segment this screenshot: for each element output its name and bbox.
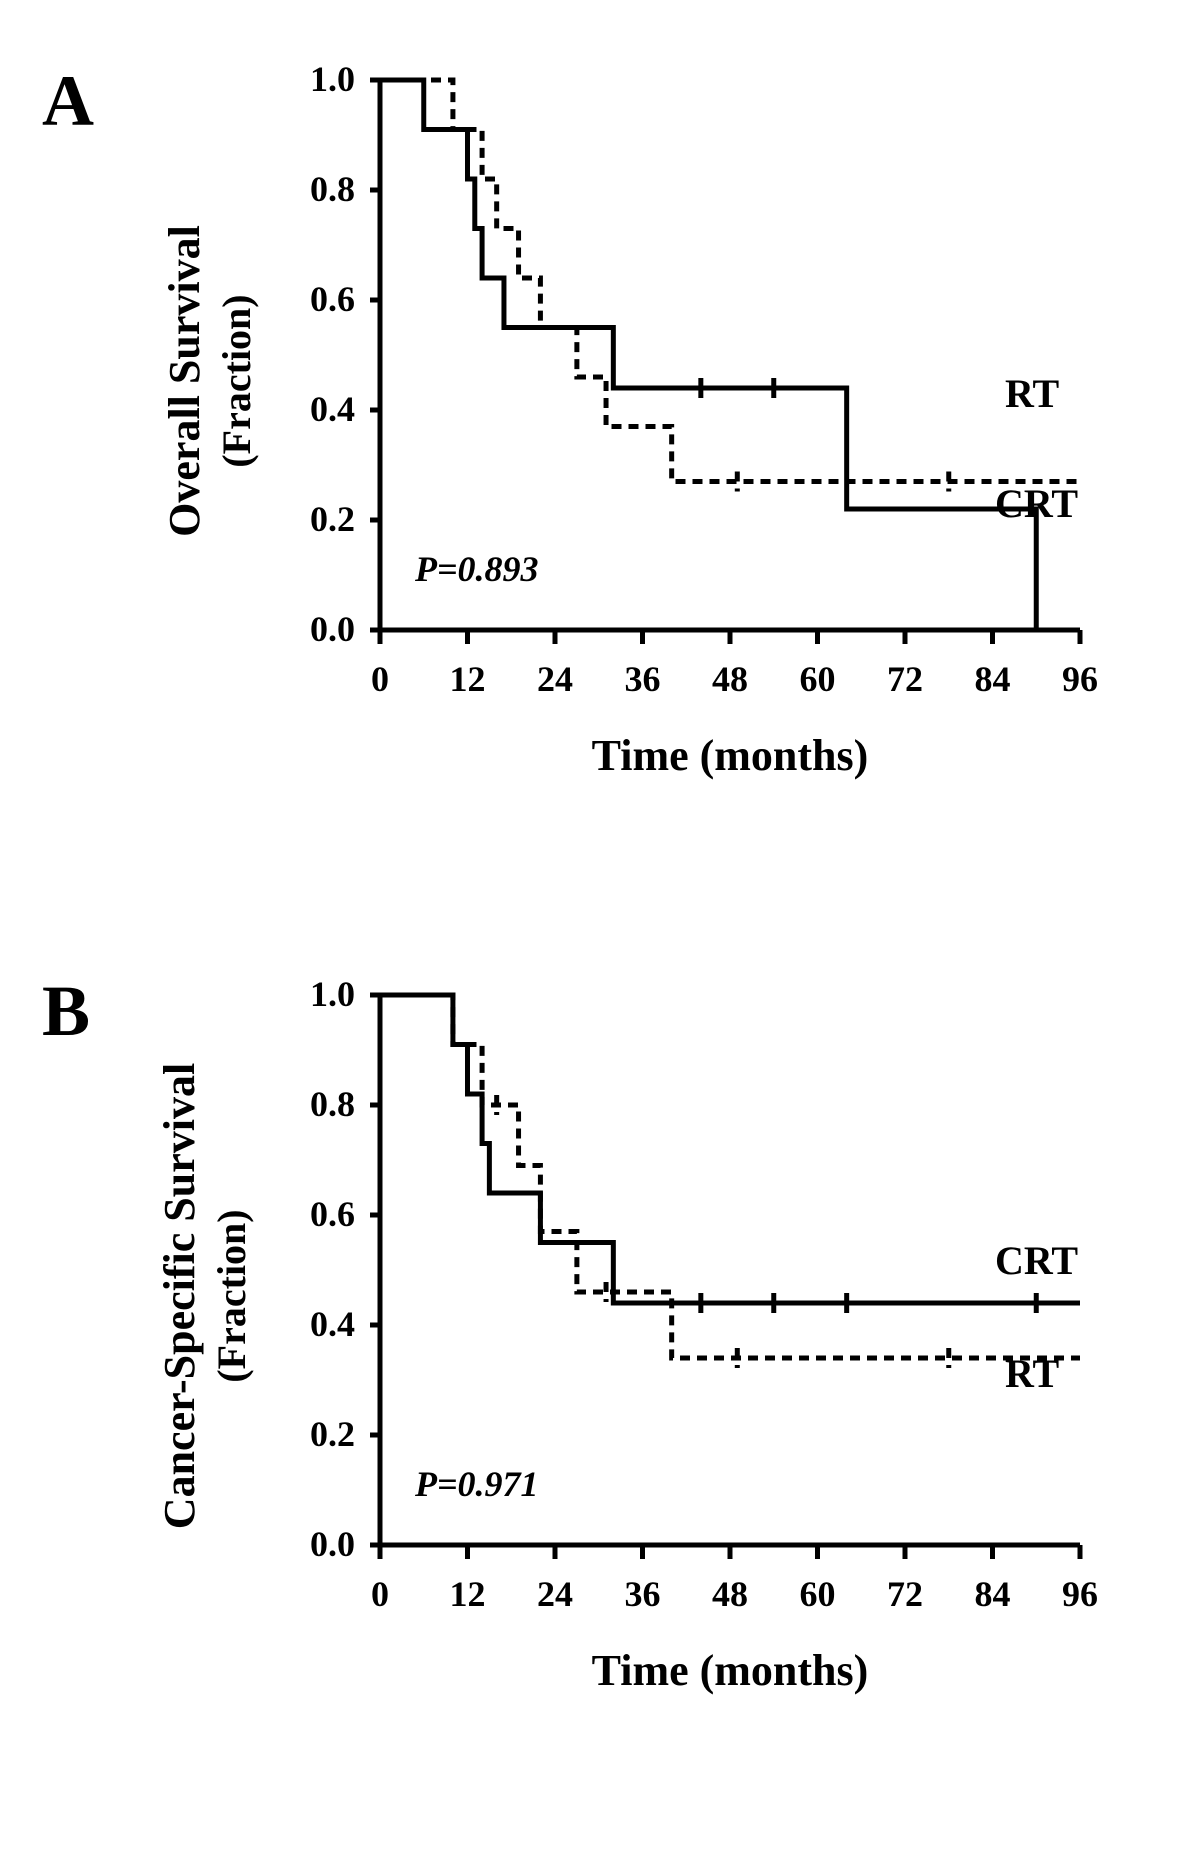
a-xtick-84: 84 <box>963 658 1023 700</box>
b-xtick-72: 72 <box>875 1573 935 1615</box>
a-xtick-60: 60 <box>788 658 848 700</box>
b-crt-line <box>380 995 1080 1303</box>
panel-a-crt-label: CRT <box>995 480 1078 527</box>
b-ytick-1: 1.0 <box>295 973 355 1015</box>
b-ytick-0: 0.0 <box>295 1523 355 1565</box>
a-xtick-48: 48 <box>700 658 760 700</box>
b-xtick-36: 36 <box>613 1573 673 1615</box>
b-xtick-48: 48 <box>700 1573 760 1615</box>
a-xtick-72: 72 <box>875 658 935 700</box>
b-ytick-0.6: 0.6 <box>295 1193 355 1235</box>
a-rt-line <box>380 80 1080 482</box>
b-xtick-0: 0 <box>350 1573 410 1615</box>
panel-a-y-title: Overall Survival (Fraction) <box>159 141 261 621</box>
a-ytick-0.2: 0.2 <box>295 498 355 540</box>
panel-a-rt-label: RT <box>1005 370 1059 417</box>
b-ytick-0.4: 0.4 <box>295 1303 355 1345</box>
a-ytick-0.4: 0.4 <box>295 388 355 430</box>
a-ytick-0.8: 0.8 <box>295 168 355 210</box>
panel-b-y-title-line1: Cancer-Specific Survival <box>155 1063 204 1529</box>
panel-a-y-title-line1: Overall Survival <box>160 225 209 537</box>
b-xtick-96: 96 <box>1050 1573 1110 1615</box>
panel-b-pvalue: P=0.971 <box>415 1463 539 1505</box>
panel-a-label: A <box>42 60 94 143</box>
panel-a-x-title: Time (months) <box>370 730 1090 781</box>
panel-b-x-title: Time (months) <box>370 1645 1090 1696</box>
panel-b-y-title: Cancer-Specific Survival (Fraction) <box>154 1016 256 1576</box>
panel-b-rt-label: RT <box>1005 1350 1059 1397</box>
a-xtick-24: 24 <box>525 658 585 700</box>
panel-a-y-title-line2: (Fraction) <box>214 294 259 467</box>
a-xtick-96: 96 <box>1050 658 1110 700</box>
b-xtick-12: 12 <box>438 1573 498 1615</box>
a-ytick-1: 1.0 <box>295 58 355 100</box>
figure-page: A B Overall Survival (Fraction) Time (mo… <box>0 0 1200 1851</box>
b-xtick-60: 60 <box>788 1573 848 1615</box>
a-xtick-0: 0 <box>350 658 410 700</box>
panel-b-label: B <box>42 970 90 1053</box>
b-ytick-0.2: 0.2 <box>295 1413 355 1455</box>
a-xtick-12: 12 <box>438 658 498 700</box>
a-ytick-0: 0.0 <box>295 608 355 650</box>
panel-b-crt-label: CRT <box>995 1237 1078 1284</box>
b-xtick-84: 84 <box>963 1573 1023 1615</box>
b-xtick-24: 24 <box>525 1573 585 1615</box>
panel-a-pvalue: P=0.893 <box>415 548 539 590</box>
a-xtick-36: 36 <box>613 658 673 700</box>
a-ytick-0.6: 0.6 <box>295 278 355 320</box>
panel-b-y-title-line2: (Fraction) <box>209 1209 254 1382</box>
b-ytick-0.8: 0.8 <box>295 1083 355 1125</box>
